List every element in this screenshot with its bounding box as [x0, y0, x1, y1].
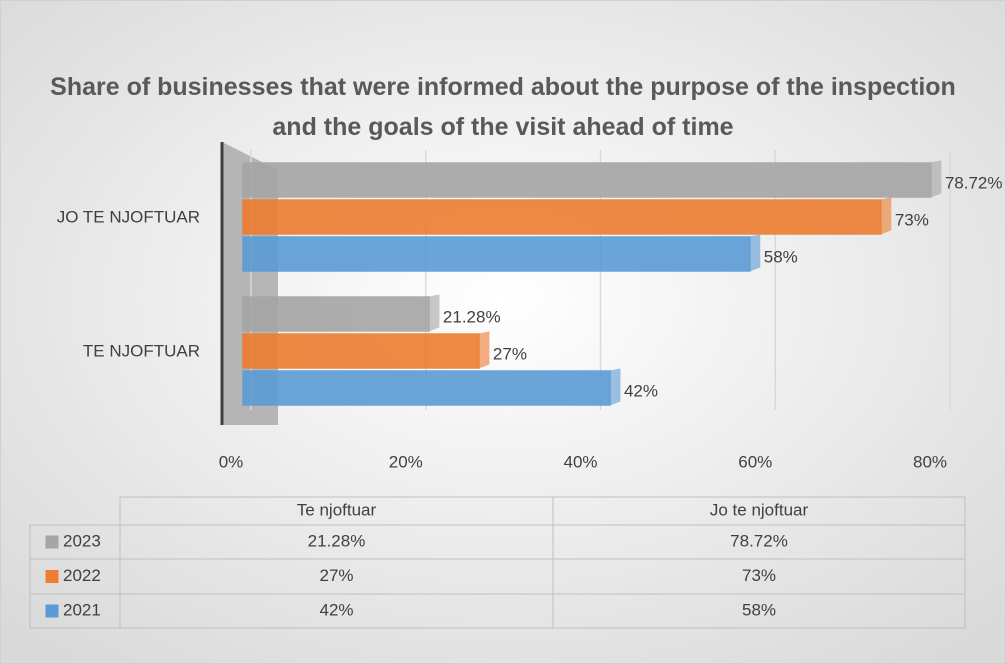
bar-front [242, 296, 430, 332]
table-cell: 73% [742, 566, 776, 585]
legend-swatch [45, 570, 59, 583]
bar-side [478, 331, 490, 369]
bar [242, 234, 761, 272]
table-cell: 58% [742, 600, 776, 619]
bar-side [930, 160, 942, 198]
bar-front [242, 162, 932, 198]
table-header: Jo te njoftuar [710, 500, 809, 519]
bar-front [242, 333, 480, 369]
bar-side [880, 197, 892, 235]
legend-swatch [45, 604, 59, 618]
legend-label: 2023 [63, 531, 101, 550]
legend-swatch [45, 535, 59, 549]
bar [242, 331, 490, 369]
table-cell: 42% [319, 600, 353, 619]
bar [242, 368, 621, 406]
bar [242, 197, 892, 235]
bar-front [242, 199, 882, 235]
data-label: 58% [764, 247, 798, 266]
y-tick-label: TE NJOFTUAR [83, 341, 200, 360]
table-cell: 21.28% [308, 531, 366, 550]
bar-front [242, 370, 611, 406]
y-tick-label: JO TE NJOFTUAR [57, 207, 200, 226]
data-label: 73% [895, 210, 929, 229]
legend-label: 2022 [63, 566, 101, 585]
bar [242, 160, 942, 198]
x-tick-label: 60% [738, 452, 772, 471]
bar-front [242, 236, 751, 272]
table-cell: 78.72% [730, 531, 788, 550]
x-tick-label: 40% [563, 452, 597, 471]
table-header: Te njoftuar [297, 500, 377, 519]
bar [242, 294, 440, 332]
table-cell: 27% [319, 566, 353, 585]
bar-side [609, 368, 621, 406]
data-label: 42% [624, 381, 658, 400]
x-tick-label: 0% [219, 452, 244, 471]
data-label: 78.72% [945, 173, 1003, 192]
bar-side [428, 294, 440, 332]
x-tick-label: 80% [913, 452, 947, 471]
table-frame [29, 524, 966, 629]
bar-side [749, 234, 761, 272]
data-label: 21.28% [443, 307, 501, 326]
data-label: 27% [493, 344, 527, 363]
x-tick-label: 20% [389, 452, 423, 471]
chart-title: Share of businesses that were informed a… [50, 73, 956, 141]
legend-label: 2021 [63, 600, 101, 619]
